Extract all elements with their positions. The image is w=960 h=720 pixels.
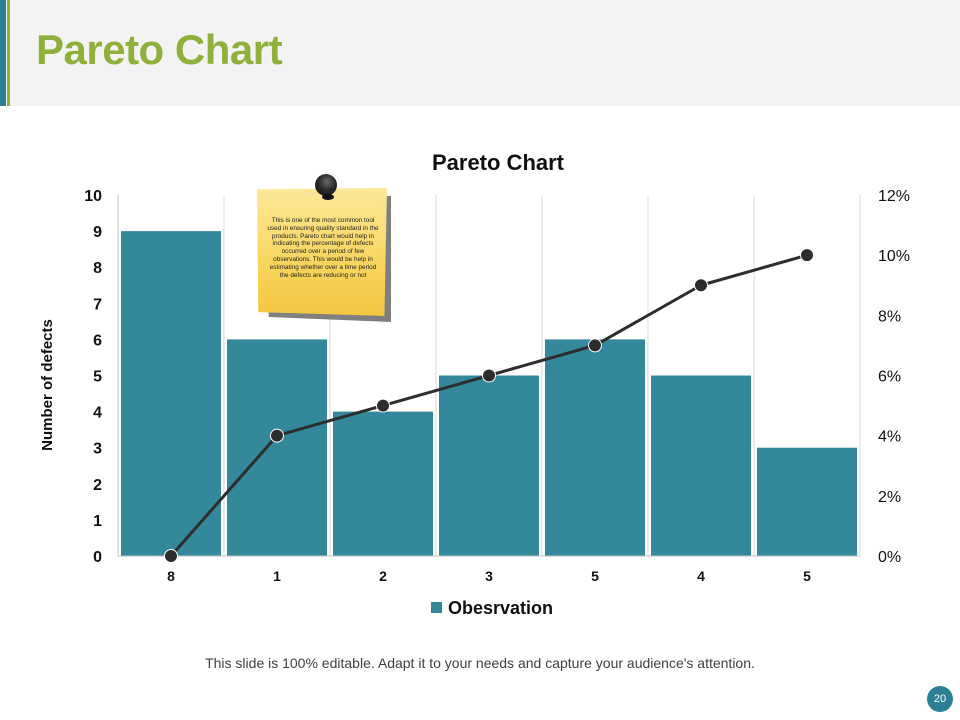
y2-tick-label: 6% bbox=[878, 369, 901, 386]
y-tick-label: 0 bbox=[93, 549, 102, 566]
bar bbox=[121, 231, 221, 556]
y-tick-label: 1 bbox=[93, 513, 102, 530]
x-tick-label: 4 bbox=[697, 568, 705, 584]
trend-point bbox=[800, 248, 814, 263]
y2-tick-label: 8% bbox=[878, 308, 901, 325]
bar bbox=[651, 375, 751, 556]
y-tick-label: 5 bbox=[93, 369, 102, 386]
page-number-badge: 20 bbox=[927, 686, 953, 712]
bar bbox=[227, 339, 327, 556]
sticky-note-paper bbox=[257, 188, 387, 316]
legend-label: Obesrvation bbox=[448, 598, 553, 618]
y-tick-label: 7 bbox=[93, 296, 102, 313]
footer-caption: This slide is 100% editable. Adapt it to… bbox=[205, 655, 755, 671]
x-tick-label: 8 bbox=[167, 568, 175, 584]
trend-point bbox=[164, 549, 178, 563]
trend-point bbox=[588, 338, 602, 353]
bar bbox=[545, 339, 645, 556]
bar bbox=[757, 447, 857, 556]
y-tick-label: 4 bbox=[93, 405, 102, 422]
x-tick-label: 1 bbox=[273, 568, 281, 584]
trend-point bbox=[270, 428, 284, 443]
bar bbox=[333, 411, 433, 556]
x-tick-label: 5 bbox=[591, 568, 599, 584]
y-tick-label: 2 bbox=[93, 477, 102, 494]
push-pin-base bbox=[322, 194, 334, 200]
header-accent-bar-blue bbox=[0, 0, 6, 106]
y2-tick-label: 0% bbox=[878, 549, 901, 566]
y-tick-label: 8 bbox=[93, 260, 102, 277]
x-tick-label: 5 bbox=[803, 568, 811, 584]
bar bbox=[439, 375, 539, 556]
x-tick-label: 2 bbox=[379, 568, 387, 584]
push-pin-icon bbox=[315, 174, 337, 196]
y-axis-title: Number of defects bbox=[39, 319, 56, 451]
trend-point bbox=[482, 368, 496, 383]
y2-tick-label: 2% bbox=[878, 489, 901, 506]
y-tick-label: 9 bbox=[93, 224, 102, 241]
trend-point bbox=[694, 278, 708, 293]
trend-point bbox=[376, 398, 390, 413]
chart-title: Pareto Chart bbox=[432, 150, 565, 175]
legend-swatch bbox=[431, 602, 442, 613]
slide-header: Pareto Chart bbox=[0, 0, 960, 106]
y2-tick-label: 10% bbox=[878, 248, 910, 265]
header-accent-bar-green bbox=[7, 0, 10, 106]
y-tick-label: 3 bbox=[93, 441, 102, 458]
y2-tick-label: 4% bbox=[878, 429, 901, 446]
sticky-note-text: This is one of the most common tool used… bbox=[267, 217, 379, 279]
y-tick-label: 6 bbox=[93, 332, 102, 349]
y2-tick-label: 12% bbox=[878, 188, 910, 205]
sticky-note: This is one of the most common tool used… bbox=[257, 174, 393, 324]
x-tick-label: 3 bbox=[485, 568, 493, 584]
y-tick-label: 10 bbox=[84, 188, 102, 205]
slide-title: Pareto Chart bbox=[36, 26, 283, 73]
